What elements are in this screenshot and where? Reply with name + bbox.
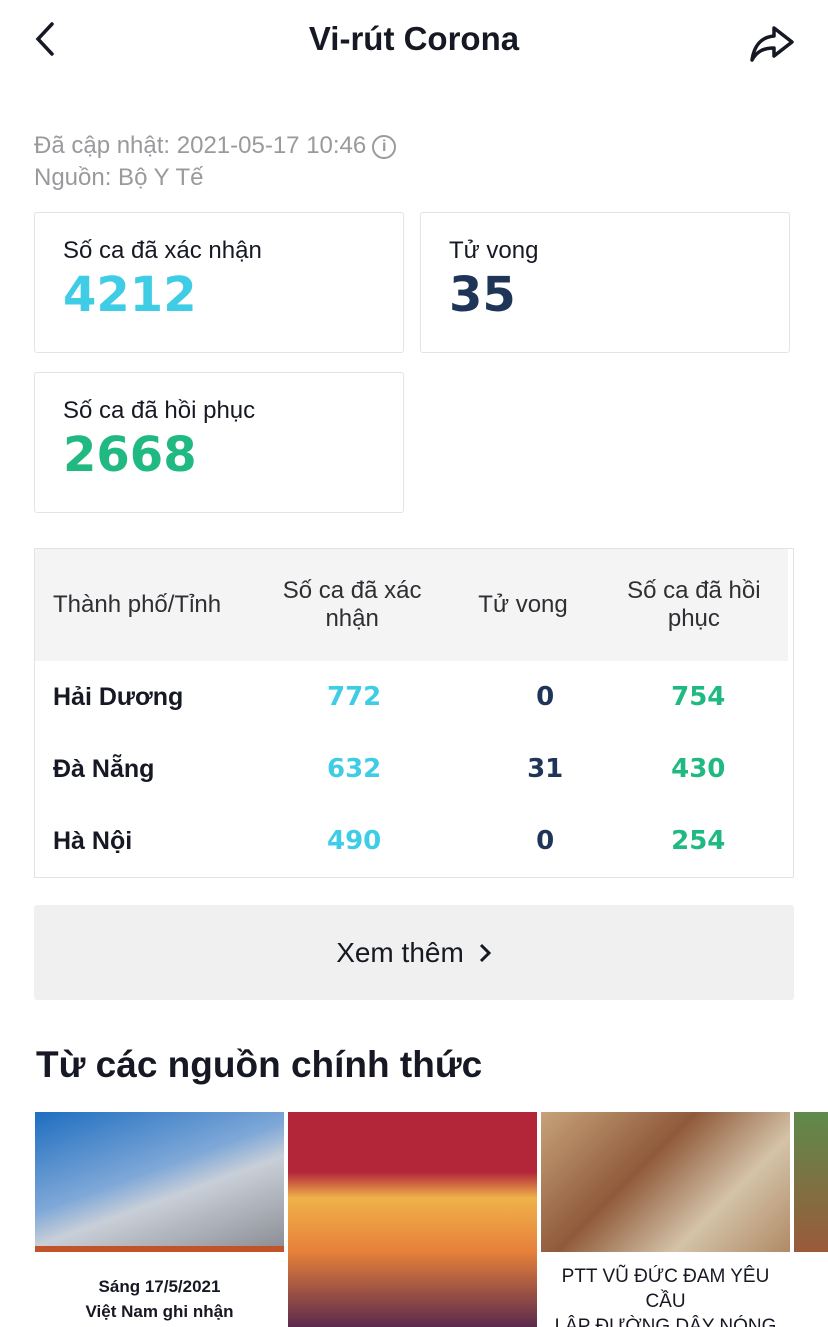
recovered-cell: 254 [671, 826, 726, 856]
table-row: Hà Nội 490 0 254 [35, 805, 793, 877]
recovered-value: 2668 [63, 427, 197, 483]
share-icon [750, 26, 794, 62]
share-button[interactable] [748, 22, 796, 62]
updated-text: Đã cập nhật: 2021-05-17 10:46 [34, 132, 367, 159]
header-city: Thành phố/Tỉnh [53, 591, 222, 618]
confirmed-cell: 490 [326, 826, 382, 856]
confirmed-cell: 772 [326, 682, 382, 712]
confirmed-label: Số ca đã xác nhận [63, 237, 262, 264]
table-header: Thành phố/Tỉnh Số ca đã xác nhận Tử vong… [35, 549, 788, 661]
table-row: Hải Dương 772 0 754 [35, 661, 793, 733]
chevron-right-icon [479, 943, 491, 962]
confirmed-cell: 632 [326, 754, 382, 784]
source-text: Nguồn: Bộ Y Tế [34, 164, 204, 191]
video-card[interactable]: Sáng 17/5/2021 Việt Nam ghi nhận [35, 1112, 284, 1327]
city-cell: Hà Nội [53, 826, 133, 855]
video-thumbnail [288, 1112, 537, 1252]
deaths-cell: 31 [527, 754, 564, 784]
header-recovered: Số ca đã hồi phục [627, 577, 761, 632]
province-table: Thành phố/Tỉnh Số ca đã xác nhận Tử vong… [34, 548, 794, 878]
city-cell: Đà Nẵng [53, 754, 155, 783]
header-confirmed: Số ca đã xác nhận [282, 577, 422, 632]
see-more-label: Xem thêm [336, 936, 464, 968]
video-thumbnail [794, 1112, 828, 1252]
see-more-button[interactable]: Xem thêm [34, 905, 794, 1000]
video-caption: Sáng 17/5/2021 Việt Nam ghi nhận [85, 1277, 234, 1321]
deaths-value: 35 [449, 267, 516, 323]
video-thumbnail [541, 1112, 790, 1252]
deaths-card: Tử vong 35 [420, 212, 790, 353]
back-button[interactable] [30, 20, 66, 60]
recovered-card: Số ca đã hồi phục 2668 [34, 372, 404, 513]
page-title: Vi-rút Corona [308, 20, 520, 57]
recovered-label: Số ca đã hồi phục [63, 397, 256, 424]
video-card[interactable] [288, 1112, 537, 1327]
video-caption: PTT VŨ ĐỨC ĐAM YÊU CẦU LẬP ĐƯỜNG DÂY NÓNG [554, 1266, 777, 1327]
video-card[interactable] [794, 1112, 828, 1327]
recovered-cell: 430 [671, 754, 726, 784]
deaths-cell: 0 [536, 682, 555, 712]
table-row: Đà Nẵng 632 31 430 [35, 733, 793, 805]
info-icon[interactable]: i [372, 134, 397, 159]
chevron-left-icon [35, 22, 54, 56]
update-meta: Đã cập nhật: 2021-05-17 10:46 i Nguồn: Bộ… [34, 130, 397, 194]
deaths-label: Tử vong [449, 237, 539, 264]
video-thumbnail [35, 1112, 284, 1252]
recovered-cell: 754 [671, 682, 726, 712]
city-cell: Hải Dương [53, 682, 184, 711]
section-title: Từ các nguồn chính thức [36, 1044, 483, 1085]
video-card[interactable]: PTT VŨ ĐỨC ĐAM YÊU CẦU LẬP ĐƯỜNG DÂY NÓNG [541, 1112, 790, 1327]
deaths-cell: 0 [536, 826, 555, 856]
confirmed-value: 4212 [63, 267, 197, 323]
header-deaths: Tử vong [478, 591, 568, 618]
confirmed-card: Số ca đã xác nhận 4212 [34, 212, 404, 353]
